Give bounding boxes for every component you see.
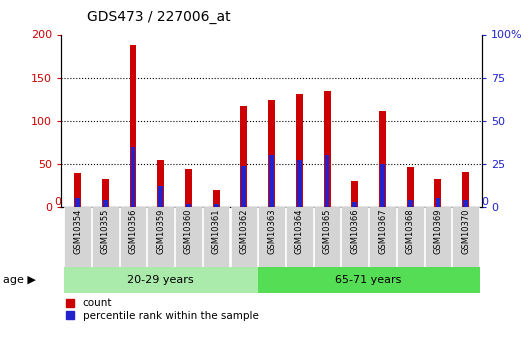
Bar (463, 200, 468, 207)
Text: GSM10354: GSM10354 (73, 209, 82, 254)
Bar (64, 207, 91, 267)
Text: 65-71 years: 65-71 years (335, 275, 402, 285)
Text: 0: 0 (55, 197, 61, 207)
Bar (379, 111, 386, 207)
Bar (147, 207, 174, 267)
Bar (462, 171, 469, 207)
Text: age ▶: age ▶ (3, 275, 36, 285)
Bar (129, 45, 137, 207)
Bar (325, 155, 330, 207)
Bar (203, 207, 229, 267)
Bar (74, 172, 81, 207)
Bar (120, 207, 146, 267)
Text: GSM10355: GSM10355 (101, 209, 110, 254)
Bar (286, 207, 313, 267)
Bar (214, 204, 218, 207)
Bar (341, 207, 368, 267)
Bar (408, 200, 413, 207)
Bar (297, 160, 302, 207)
Text: 20-29 years: 20-29 years (127, 275, 194, 285)
Bar (75, 198, 80, 207)
Bar (436, 198, 440, 207)
Bar (435, 179, 441, 207)
Text: 0: 0 (482, 197, 489, 207)
Legend: count, percentile rank within the sample: count, percentile rank within the sample (66, 298, 259, 321)
Text: GSM10362: GSM10362 (240, 209, 249, 254)
Text: GSM10370: GSM10370 (461, 209, 470, 254)
Bar (242, 166, 246, 207)
Bar (241, 106, 248, 207)
Bar (157, 160, 164, 207)
Bar (130, 147, 136, 207)
Bar (258, 267, 480, 293)
Bar (92, 207, 119, 267)
Text: GSM10368: GSM10368 (406, 209, 415, 254)
Bar (269, 155, 274, 207)
Bar (268, 100, 275, 207)
Bar (231, 207, 257, 267)
Bar (64, 267, 258, 293)
Bar (175, 207, 202, 267)
Bar (186, 204, 191, 207)
Bar (324, 90, 331, 207)
Text: GSM10364: GSM10364 (295, 209, 304, 254)
Bar (380, 164, 385, 207)
Bar (407, 167, 414, 207)
Text: GSM10359: GSM10359 (156, 209, 165, 254)
Bar (158, 186, 163, 207)
Bar (425, 207, 451, 267)
Text: GSM10367: GSM10367 (378, 209, 387, 254)
Bar (296, 94, 303, 207)
Bar (314, 207, 340, 267)
Bar (351, 181, 358, 207)
Bar (185, 169, 192, 207)
Text: GSM10366: GSM10366 (350, 209, 359, 254)
Text: GSM10363: GSM10363 (267, 209, 276, 254)
Bar (213, 190, 219, 207)
Text: GSM10356: GSM10356 (128, 209, 137, 254)
Bar (258, 207, 285, 267)
Text: GSM10360: GSM10360 (184, 209, 193, 254)
Text: GSM10361: GSM10361 (211, 209, 220, 254)
Text: GSM10365: GSM10365 (323, 209, 332, 254)
Text: GDS473 / 227006_at: GDS473 / 227006_at (87, 10, 231, 24)
Bar (103, 200, 108, 207)
Bar (102, 179, 109, 207)
Bar (352, 202, 357, 207)
Bar (369, 207, 396, 267)
Text: GSM10369: GSM10369 (434, 209, 443, 254)
Bar (397, 207, 423, 267)
Bar (453, 207, 479, 267)
